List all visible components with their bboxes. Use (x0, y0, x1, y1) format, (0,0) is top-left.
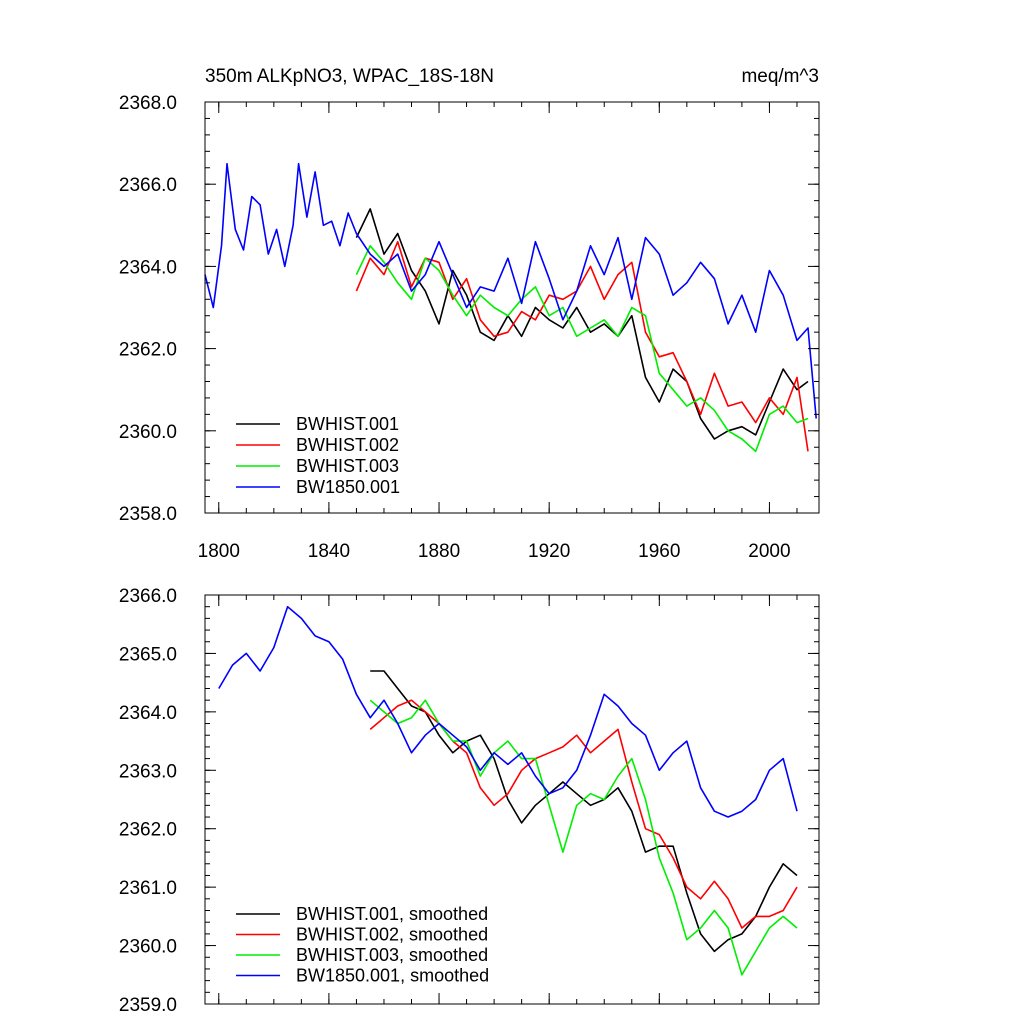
top-y-tick-label: 2368.0 (119, 93, 177, 114)
top-x-tick-label: 1920 (528, 541, 570, 562)
top-y-tick-label: 2366.0 (119, 175, 177, 196)
top-chart-panel: 2358.0 2360.0 2362.0 2364.0 2366.0 2368.0 1800… (119, 66, 820, 562)
top-axes: 2358.0 2360.0 2362.0 2364.0 2366.0 2368.0 1800… (119, 93, 819, 562)
bottom-y-tick-label: 2359.0 (119, 995, 177, 1016)
bottom-legend-label: BWHIST.002, smoothed (296, 925, 488, 945)
top-legend-label: BWHIST.002 (296, 435, 399, 455)
bottom-y-tick-label: 2362.0 (119, 820, 177, 841)
bottom-series-lines (218, 605, 798, 976)
top-y-tick-label: 2362.0 (119, 340, 177, 361)
bottom-y-tick-label: 2365.0 (119, 644, 177, 665)
top-x-tick-label: 2000 (748, 541, 790, 562)
top-series-line-1 (355, 208, 809, 440)
top-chart-title: 350m ALKpNO3, WPAC_18S-18N (205, 66, 494, 87)
bottom-y-tick-label: 2366.0 (119, 586, 177, 607)
top-x-tick-label: 1840 (308, 541, 350, 562)
top-plot-frame (204, 101, 820, 514)
bottom-y-tick-label: 2361.0 (119, 878, 177, 899)
top-legend-label: BW1850.001 (296, 477, 400, 497)
top-x-tick-label: 1960 (638, 541, 680, 562)
bottom-legend-label: BWHIST.003, smoothed (296, 945, 488, 965)
top-y-tick-label: 2360.0 (119, 422, 177, 443)
bottom-y-tick-label: 2364.0 (119, 703, 177, 724)
top-y-tick-label: 2364.0 (119, 257, 177, 278)
bottom-y-tick-label: 2360.0 (119, 937, 177, 958)
bottom-axes: 2359.0 2360.0 2361.0 2362.0 2363.0 2364.0 2365… (119, 586, 819, 1016)
bottom-legend-label: BW1850.001, smoothed (296, 966, 489, 986)
top-legend-label: BWHIST.001 (296, 414, 399, 434)
top-y-tick-label: 2358.0 (119, 504, 177, 525)
bottom-legend-label: BWHIST.001, smoothed (296, 904, 488, 924)
top-chart-units: meq/m^3 (741, 66, 819, 87)
bottom-chart-panel: 2359.0 2360.0 2361.0 2362.0 2363.0 2364.0 2365… (119, 586, 820, 1016)
bottom-series-line-4 (218, 605, 798, 818)
top-series-line-2 (355, 240, 809, 452)
top-x-tick-label: 1880 (418, 541, 460, 562)
top-series-line-3 (355, 245, 809, 453)
top-series-line-4 (204, 162, 817, 419)
top-x-tick-label: 1800 (198, 541, 240, 562)
bottom-y-tick-label: 2363.0 (119, 761, 177, 782)
top-series-lines (204, 162, 817, 453)
bottom-plot-frame (204, 594, 820, 1005)
top-legend-label: BWHIST.003 (296, 456, 399, 476)
